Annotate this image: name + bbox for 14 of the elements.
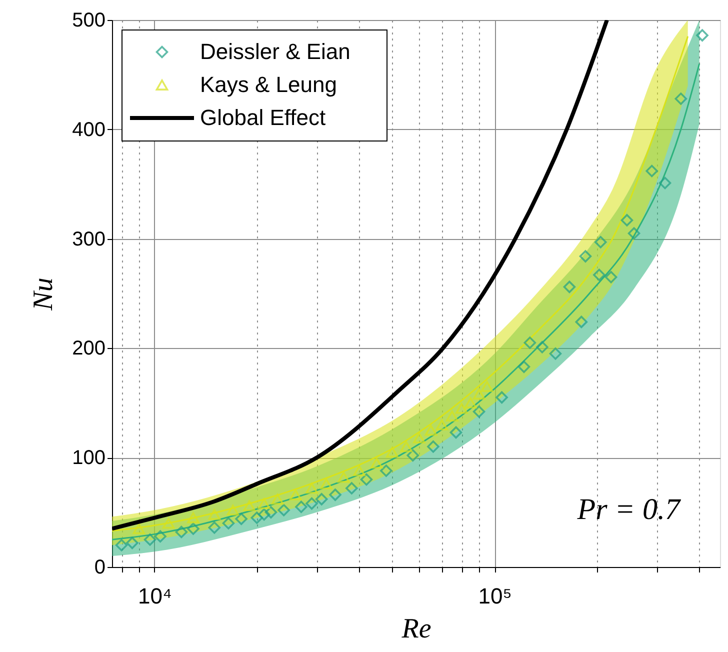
legend-label: Deissler & Eian [200, 39, 350, 64]
y-tick-label: 300 [72, 228, 106, 250]
y-axis-title: Nu [28, 278, 60, 312]
y-tick-label: 0 [94, 556, 106, 578]
legend-label: Global Effect [200, 105, 326, 130]
x-axis-title: Re [400, 614, 432, 644]
annotation: Pr = 0.7 [576, 493, 682, 526]
x-tick-label: 10⁴ [138, 584, 172, 608]
y-tick-label: 200 [72, 338, 106, 360]
y-tick-label: 500 [72, 10, 106, 32]
x-tick-label: 10⁵ [478, 584, 512, 608]
legend-label: Kays & Leung [200, 72, 337, 97]
y-tick-label: 100 [72, 447, 106, 470]
y-tick-label: 400 [72, 118, 106, 141]
